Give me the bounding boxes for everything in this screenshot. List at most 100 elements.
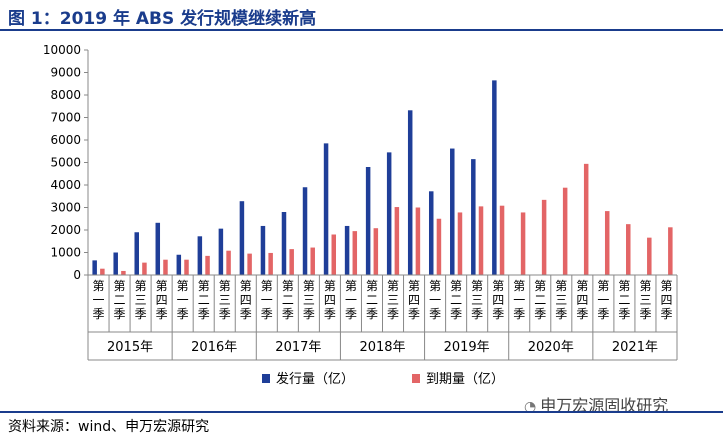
y-tick-label: 4000 — [50, 178, 81, 192]
quarter-label: 第四季 — [660, 279, 672, 321]
y-tick-label: 5000 — [50, 156, 81, 170]
bar-maturity — [626, 224, 631, 275]
bar-maturity — [247, 253, 252, 275]
quarter-label: 第一季 — [261, 279, 273, 321]
quarter-label: 第一季 — [345, 279, 357, 321]
bar-issuance — [113, 252, 118, 275]
y-tick-label: 8000 — [50, 88, 81, 102]
bar-issuance — [218, 228, 224, 275]
bar-issuance — [176, 254, 182, 275]
bar-maturity — [415, 207, 421, 275]
bar-maturity — [289, 249, 294, 275]
quarter-label: 第一季 — [513, 279, 525, 321]
bar-issuance — [492, 80, 497, 275]
legend-label: 发行量（亿） — [276, 371, 354, 387]
year-label: 2018年 — [359, 340, 405, 355]
bar-maturity — [668, 227, 673, 275]
quarter-label: 第四季 — [408, 279, 420, 321]
quarter-label: 第四季 — [324, 279, 336, 321]
y-tick-label: 6000 — [50, 133, 81, 147]
bar-maturity — [310, 247, 315, 275]
footer-divider — [0, 411, 723, 413]
bar-issuance — [407, 110, 413, 275]
bar-maturity — [184, 259, 189, 275]
quarter-label: 第二季 — [198, 279, 210, 321]
bar-issuance — [155, 222, 161, 275]
bar-issuance — [239, 201, 245, 275]
bar-issuance — [134, 232, 139, 275]
year-label: 2017年 — [275, 340, 321, 355]
bar-maturity — [436, 218, 442, 275]
bar-issuance — [281, 212, 287, 275]
year-label: 2016年 — [191, 340, 237, 355]
bar-maturity — [520, 212, 526, 275]
bar-maturity — [604, 211, 610, 275]
y-tick-label: 0 — [73, 268, 81, 282]
quarter-label: 第一季 — [429, 279, 441, 321]
bar-maturity — [562, 187, 568, 275]
bar-maturity — [205, 255, 210, 275]
bar-issuance — [344, 225, 350, 275]
legend-swatch — [412, 374, 420, 383]
quarter-label: 第二季 — [534, 279, 546, 321]
quarter-label: 第二季 — [366, 279, 378, 321]
bar-issuance — [323, 143, 329, 275]
bar-issuance — [302, 187, 308, 275]
y-tick-label: 2000 — [50, 223, 81, 237]
bar-maturity — [647, 237, 652, 275]
chart-title: 图 1：2019 年 ABS 发行规模继续新高 — [8, 9, 317, 29]
bar-issuance — [365, 167, 371, 275]
watermark-text: 申万宏源固收研究 — [540, 396, 669, 415]
y-tick-label: 7000 — [50, 111, 81, 125]
year-label: 2019年 — [444, 340, 490, 355]
bar-maturity — [121, 270, 126, 275]
quarter-label: 第四季 — [240, 279, 252, 321]
bar-maturity — [394, 207, 400, 275]
bar-maturity — [142, 262, 147, 275]
quarter-label: 第三季 — [387, 279, 399, 321]
title-divider — [0, 29, 723, 31]
bar-maturity — [478, 206, 484, 275]
quarter-label: 第一季 — [177, 279, 189, 321]
legend-swatch — [262, 374, 270, 383]
quarter-label: 第三季 — [303, 279, 315, 321]
bar-issuance — [92, 260, 97, 275]
bar-maturity — [352, 231, 358, 275]
y-tick-label: 9000 — [50, 66, 81, 80]
bar-maturity — [268, 252, 273, 275]
quarter-label: 第三季 — [219, 279, 231, 321]
bar-issuance — [471, 159, 476, 275]
legend-label: 到期量（亿） — [426, 372, 504, 387]
quarter-label: 第三季 — [639, 279, 651, 321]
bar-issuance — [428, 191, 434, 275]
year-label: 2015年 — [107, 340, 153, 355]
bar-issuance — [386, 152, 392, 275]
year-label: 2020年 — [528, 340, 574, 355]
bar-maturity — [541, 199, 547, 275]
bar-maturity — [583, 163, 589, 275]
bar-maturity — [163, 259, 168, 275]
quarter-label: 第三季 — [135, 279, 147, 321]
bar-maturity — [499, 205, 505, 275]
bar-maturity — [331, 234, 337, 275]
quarter-label: 第四季 — [156, 279, 168, 321]
quarter-label: 第三季 — [471, 279, 483, 321]
bar-issuance — [197, 236, 203, 275]
bar-maturity — [226, 250, 231, 275]
quarter-label: 第四季 — [576, 279, 588, 321]
y-tick-label: 1000 — [50, 246, 81, 260]
source-note: 资料来源：wind、申万宏源研究 — [8, 419, 210, 435]
quarter-label: 第一季 — [597, 279, 609, 321]
quarter-label: 第四季 — [492, 279, 504, 321]
y-tick-label: 10000 — [43, 43, 81, 57]
bar-maturity — [457, 212, 463, 275]
bar-maturity — [373, 228, 379, 275]
quarter-label: 第二季 — [450, 279, 462, 321]
bar-issuance — [260, 225, 266, 275]
quarter-label: 第三季 — [555, 279, 567, 321]
year-label: 2021年 — [612, 340, 658, 355]
quarter-label: 第二季 — [618, 279, 630, 321]
y-tick-label: 3000 — [50, 201, 81, 215]
quarter-label: 第二季 — [282, 279, 294, 321]
